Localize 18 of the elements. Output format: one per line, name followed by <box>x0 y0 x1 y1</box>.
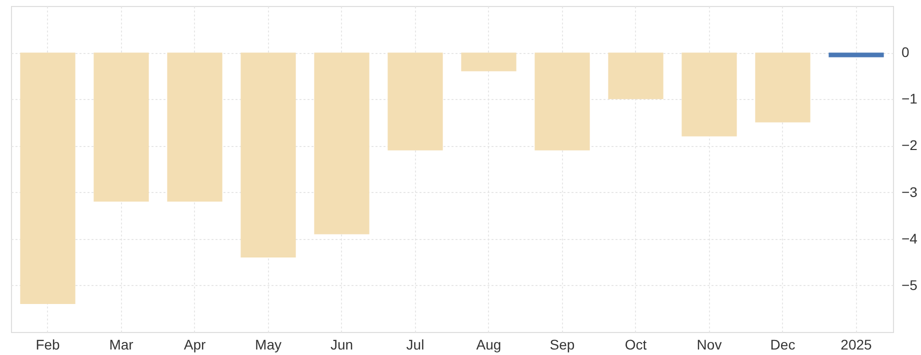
x-tick-label: Apr <box>184 336 206 352</box>
x-tick-label: Nov <box>696 336 722 352</box>
y-tick-label: −2 <box>902 137 918 154</box>
x-tick-label: Oct <box>624 336 647 352</box>
y-tick-label: 0 <box>902 44 910 60</box>
y-tick-label: −1 <box>902 90 918 107</box>
x-tick-label: Jul <box>406 336 424 352</box>
x-tick-label: Jun <box>330 336 354 352</box>
x-tick-label: May <box>255 336 282 352</box>
x-tick-label: Feb <box>36 336 60 352</box>
x-tick-label: Sep <box>550 336 575 352</box>
x-tick-label: 2025 <box>840 336 872 352</box>
y-tick-label: −3 <box>902 184 918 200</box>
x-tick-label: Aug <box>476 336 502 352</box>
y-tick-label: −4 <box>902 230 918 246</box>
x-tick-label: Dec <box>770 336 796 352</box>
y-tick-label: −5 <box>902 276 918 293</box>
x-tick-label: Mar <box>109 336 134 352</box>
